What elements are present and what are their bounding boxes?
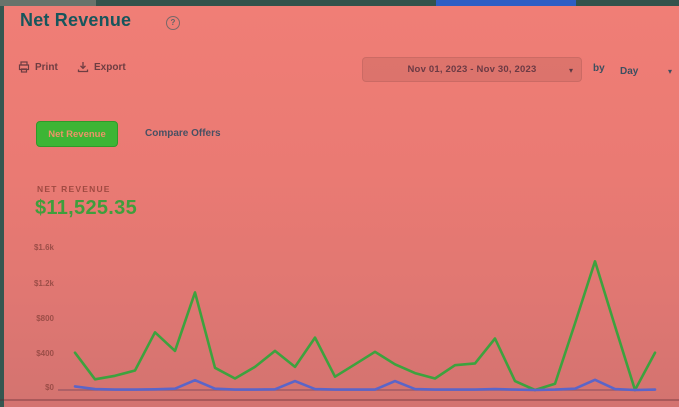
stat-label: NET REVENUE (37, 184, 111, 194)
chevron-down-icon: ▾ (568, 66, 573, 75)
top-strip-blue-segment (436, 0, 576, 6)
y-axis-tick: $800 (36, 314, 54, 323)
y-axis-tick: $1.2k (33, 279, 54, 288)
stat-value: $11,525.35 (35, 197, 137, 219)
date-range-picker[interactable]: Nov 01, 2023 - Nov 30, 2023 ▾ (362, 57, 582, 82)
window-top-strip (0, 0, 679, 6)
chevron-down-icon: ▾ (667, 66, 672, 76)
granularity-select[interactable]: Day ▾ (620, 63, 672, 79)
tab-net-revenue[interactable]: Net Revenue (36, 121, 118, 147)
top-strip-gray-segment (0, 0, 96, 6)
net-revenue-line (73, 259, 657, 392)
y-axis-tick: $1.6k (33, 243, 54, 252)
download-icon (77, 61, 89, 73)
page-title: Net Revenue (20, 10, 132, 30)
help-icon[interactable]: ? (166, 16, 180, 30)
tab-compare-offers[interactable]: Compare Offers (145, 128, 221, 139)
export-button[interactable]: Export (77, 61, 126, 73)
tab-net-revenue-label: Net Revenue (48, 128, 106, 140)
card-bottom-edge (0, 399, 679, 401)
revenue-chart-svg (58, 259, 657, 392)
date-range-value: Nov 01, 2023 - Nov 30, 2023 (407, 64, 537, 75)
print-button[interactable]: Print (18, 61, 58, 73)
printer-icon (18, 61, 30, 73)
by-label: by (593, 63, 605, 74)
secondary-line (73, 378, 657, 392)
y-axis-tick: $0 (45, 383, 54, 392)
window-left-edge (0, 6, 4, 407)
export-button-label: Export (94, 61, 126, 73)
print-button-label: Print (35, 61, 58, 73)
granularity-value: Day (620, 65, 639, 77)
y-axis-tick: $400 (36, 349, 54, 358)
